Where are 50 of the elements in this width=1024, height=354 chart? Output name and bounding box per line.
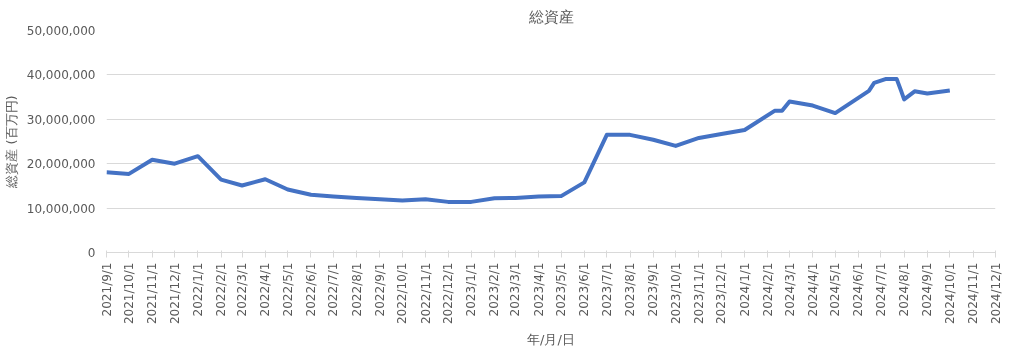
y-tick-label: 20,000,000 [26,157,96,172]
x-tick-label: 2024/11/1 [966,262,981,325]
x-tick-label: 2024/4/1 [805,262,820,317]
y-tick-label: 30,000,000 [26,112,96,127]
x-tick-label: 2023/7/1 [599,262,614,317]
x-tick-label: 2021/12/1 [167,262,182,325]
x-tick-label: 2023/3/1 [508,262,523,317]
x-axis-title: 年/月/日 [527,332,575,348]
x-tick-label: 2024/6/1 [851,262,866,317]
x-tick-label: 2021/9/1 [99,262,114,317]
x-tick-label: 2022/11/1 [418,262,433,325]
x-tick-label: 2024/2/1 [760,262,775,317]
x-tick-label: 2023/10/1 [668,262,683,325]
x-tick-label: 2022/4/1 [258,262,273,317]
x-tick-label: 2023/1/1 [464,262,479,317]
x-tick-label: 2022/9/1 [372,262,387,317]
x-tick-label: 2023/12/1 [714,262,729,325]
y-tick-label: 40,000,000 [26,68,96,83]
y-tick-label: 50,000,000 [26,24,96,38]
x-tick-label: 2024/1/1 [737,262,752,317]
y-tick-label: 0 [87,246,96,260]
x-tick-label: 2021/11/1 [145,262,160,325]
y-axis-title: 総資産 (百万円) [3,95,19,189]
x-tick-label: 2023/9/1 [646,262,661,317]
line-series [106,76,952,204]
x-tick-label: 2024/7/1 [873,262,888,317]
x-tick-label: 2021/10/1 [121,262,136,325]
x-tick-label: 2022/3/1 [235,262,250,317]
x-tick-label: 2023/11/1 [691,262,706,325]
x-tick-label: 2022/12/1 [441,262,456,325]
x-tick-label: 2023/5/1 [554,262,569,317]
x-tick-label: 2023/2/1 [487,262,502,317]
x-tick-label: 2024/5/1 [828,262,843,317]
x-tick-label: 2022/6/1 [303,262,318,317]
x-tick-label: 2024/10/1 [942,262,957,325]
x-tick-label: 2024/12/1 [988,262,1003,325]
x-tick-label: 2023/8/1 [623,262,638,317]
x-tick-label: 2022/5/1 [280,262,295,317]
y-tick-label: 10,000,000 [26,201,96,216]
chart-title: 総資産 [527,7,574,26]
x-tick-label: 2022/8/1 [349,262,364,317]
x-tick-label: 2023/4/1 [531,262,546,317]
x-tick-label: 2022/2/1 [214,262,229,317]
x-tick-label: 2024/8/1 [897,262,912,317]
x-tick-label: 2024/3/1 [782,262,797,317]
x-tick-label: 2022/1/1 [190,262,205,317]
x-tick-label: 2023/6/1 [577,262,592,317]
x-tick-label: 2022/10/1 [395,262,410,325]
x-tick-label: 2024/9/1 [920,262,935,317]
x-tick-label: 2022/7/1 [326,262,341,317]
